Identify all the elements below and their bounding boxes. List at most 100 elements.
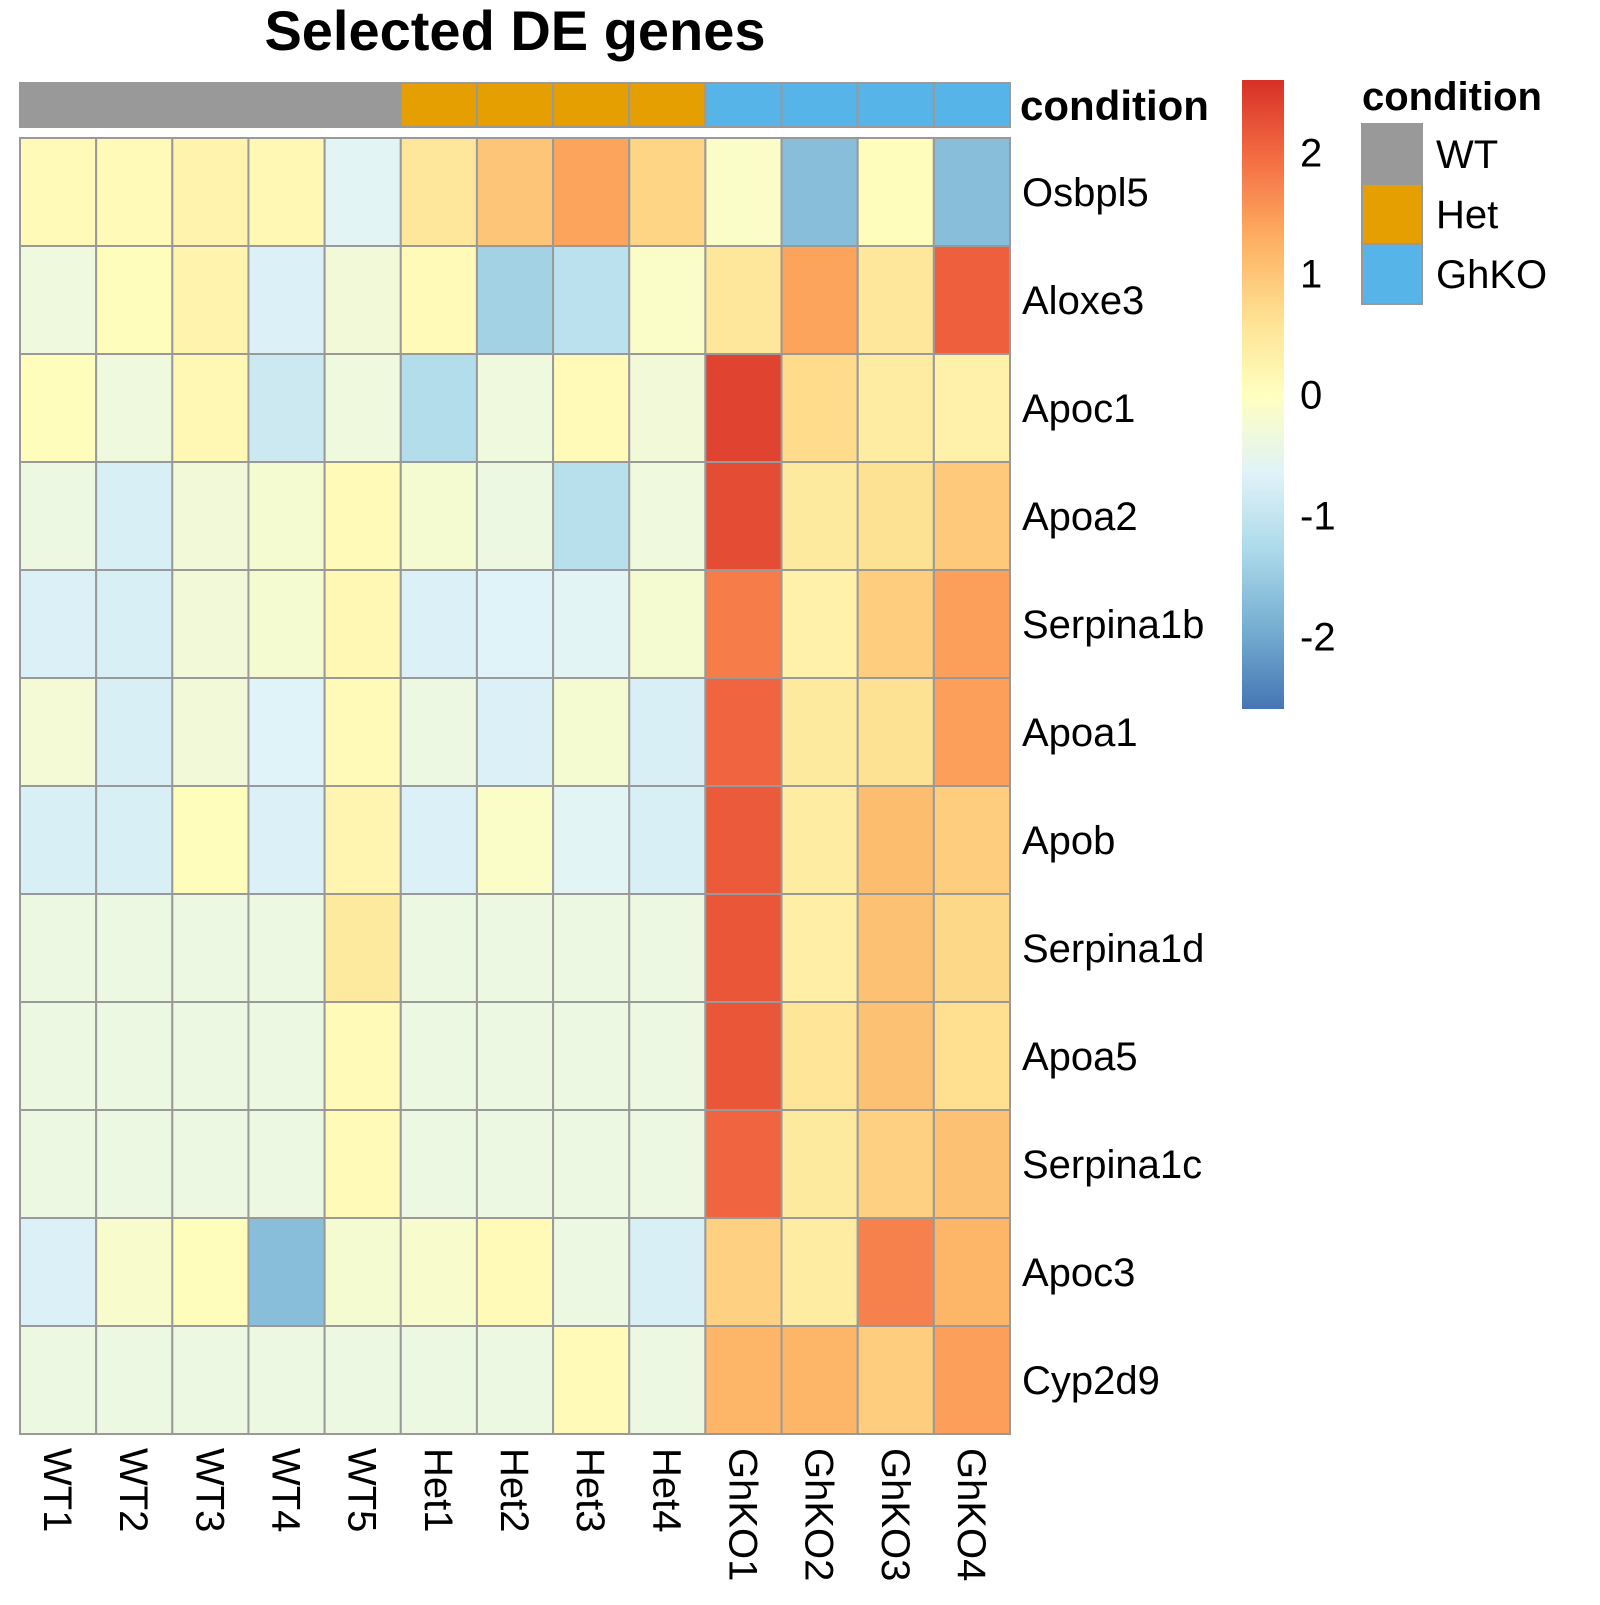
heatmap-cell-Apoa5-WT3 (171, 1001, 250, 1111)
legend-label-WT: WT (1436, 133, 1498, 177)
column-label-GhKO4: GhKO4 (949, 1448, 993, 1581)
heatmap-cell-Apoc1-WT4 (247, 353, 326, 463)
column-labels: WT1 WT2 WT3 WT4 WT5 Het1 Het2 Het3 Het4 GhKO1 GhKO… (35, 1448, 993, 1581)
heatmap-cell-Apoa5-WT5 (323, 1001, 402, 1111)
column-label-GhKO2: GhKO2 (797, 1448, 841, 1581)
row-label-Aloxe3: Aloxe3 (1022, 279, 1144, 323)
heatmap-cells (19, 137, 1011, 1435)
heatmap-cell-Apoa2-GhKO3 (856, 461, 935, 571)
heatmap-cell-Apoa2-Het3 (552, 461, 631, 571)
heatmap-cell-Serpina1d-WT2 (95, 893, 174, 1003)
column-label-WT2: WT2 (111, 1448, 155, 1532)
heatmap-cell-Serpina1c-WT3 (171, 1109, 250, 1219)
heatmap-cell-Apoa1-WT1 (19, 677, 98, 787)
heatmap-cell-Apoc1-GhKO3 (856, 353, 935, 463)
annotation-cell-WT4 (247, 82, 326, 128)
heatmap-cell-Osbpl5-WT3 (171, 137, 250, 247)
heatmap-cell-Serpina1d-Het1 (399, 893, 478, 1003)
row-label-Apoc1: Apoc1 (1022, 387, 1135, 431)
row-label-Apoa1: Apoa1 (1022, 711, 1138, 755)
heatmap-cell-Serpina1d-WT1 (19, 893, 98, 1003)
heatmap-cell-Serpina1b-WT1 (19, 569, 98, 679)
row-label-Serpina1c: Serpina1c (1022, 1143, 1202, 1187)
chart-title: Selected DE genes (264, 0, 765, 62)
row-label-Osbpl5: Osbpl5 (1022, 171, 1149, 215)
heatmap-cell-Cyp2d9-WT4 (247, 1325, 326, 1435)
heatmap-cell-Osbpl5-Het4 (628, 137, 707, 247)
heatmap-cell-Serpina1d-GhKO4 (932, 893, 1011, 1003)
color-scale-tick-label: 2 (1300, 132, 1322, 176)
heatmap-cell-Serpina1b-WT4 (247, 569, 326, 679)
heatmap-cell-Serpina1c-Het4 (628, 1109, 707, 1219)
heatmap-cell-Apob-WT3 (171, 785, 250, 895)
column-label-GhKO3: GhKO3 (873, 1448, 917, 1581)
color-scale-tick-label: -2 (1300, 615, 1336, 659)
heatmap-cell-Apob-Het2 (475, 785, 555, 895)
heatmap-cell-Aloxe3-GhKO2 (780, 245, 859, 355)
legend-label-Het: Het (1436, 193, 1498, 237)
legend-swatch-GhKO (1361, 243, 1423, 305)
heatmap-cell-Apoc3-WT4 (247, 1217, 326, 1327)
heatmap-cell-Cyp2d9-WT2 (95, 1325, 174, 1435)
legend-swatch-Het (1361, 183, 1423, 245)
annotation-cell-Het1 (399, 82, 478, 128)
heatmap-cell-Apoa2-WT5 (323, 461, 402, 571)
heatmap-cell-Apoa2-GhKO1 (704, 461, 783, 571)
color-scale-tick-label: 1 (1300, 253, 1322, 297)
heatmap-cell-Apoa5-Het2 (475, 1001, 555, 1111)
heatmap-cell-Serpina1b-WT3 (171, 569, 250, 679)
heatmap-cell-Apob-GhKO4 (932, 785, 1011, 895)
heatmap-cell-Apoa1-Het3 (552, 677, 631, 787)
annotation-cell-WT2 (95, 82, 174, 128)
heatmap-cell-Apoa1-WT2 (95, 677, 174, 787)
heatmap-cell-Apoa1-WT4 (247, 677, 326, 787)
annotation-cell-GhKO1 (704, 82, 783, 128)
heatmap-cell-Apoa1-Het1 (399, 677, 478, 787)
color-scale-tick-label: -1 (1300, 494, 1336, 538)
heatmap-cell-Serpina1c-GhKO4 (932, 1109, 1011, 1219)
heatmap-cell-Apoc3-Het4 (628, 1217, 707, 1327)
legend-swatch-WT (1361, 123, 1423, 185)
heatmap-cell-Serpina1b-Het3 (552, 569, 631, 679)
heatmap-cell-Apob-GhKO1 (704, 785, 783, 895)
annotation-cell-GhKO4 (932, 82, 1011, 128)
heatmap-cell-Apoa5-GhKO3 (856, 1001, 935, 1111)
heatmap-cell-Apob-WT1 (19, 785, 98, 895)
heatmap-cell-Apoc3-GhKO1 (704, 1217, 783, 1327)
heatmap-cell-Cyp2d9-GhKO2 (780, 1325, 859, 1435)
heatmap-cell-Apoa5-Het4 (628, 1001, 707, 1111)
heatmap-cell-Osbpl5-Het1 (399, 137, 478, 247)
heatmap-cell-Serpina1c-GhKO3 (856, 1109, 935, 1219)
heatmap-cell-Aloxe3-GhKO1 (704, 245, 783, 355)
heatmap-cell-Apoc1-Het1 (399, 353, 478, 463)
column-label-Het4: Het4 (644, 1448, 688, 1533)
heatmap-cell-Apoa5-WT4 (247, 1001, 326, 1111)
heatmap-cell-Serpina1d-WT3 (171, 893, 250, 1003)
heatmap-cell-Cyp2d9-WT5 (323, 1325, 402, 1435)
heatmap-cell-Serpina1d-Het3 (552, 893, 631, 1003)
heatmap-cell-Aloxe3-Het3 (552, 245, 631, 355)
heatmap-cell-Apoa2-WT3 (171, 461, 250, 571)
heatmap-cell-Apoa2-Het1 (399, 461, 478, 571)
heatmap-cell-Apoa1-WT5 (323, 677, 402, 787)
heatmap-cell-Cyp2d9-WT1 (19, 1325, 98, 1435)
heatmap-cell-Serpina1b-Het4 (628, 569, 707, 679)
heatmap-cell-Aloxe3-Het2 (475, 245, 555, 355)
heatmap-cell-Serpina1b-WT5 (323, 569, 402, 679)
row-label-Apob: Apob (1022, 819, 1115, 863)
legend-label-GhKO: GhKO (1436, 253, 1547, 297)
annotation-cell-Het2 (475, 82, 555, 128)
heatmap-cell-Aloxe3-WT5 (323, 245, 402, 355)
row-label-Cyp2d9: Cyp2d9 (1022, 1359, 1160, 1403)
row-labels: Osbpl5 Aloxe3 Apoc1 Apoa2 Serpina1b Apoa1 Apob… (1022, 171, 1204, 1403)
heatmap-cell-Apoa1-WT3 (171, 677, 250, 787)
heatmap-cell-Apoc3-Het1 (399, 1217, 478, 1327)
heatmap-cell-Cyp2d9-Het1 (399, 1325, 478, 1435)
annotation-label: condition (1020, 82, 1209, 129)
color-scale-tick-label: 0 (1300, 374, 1322, 418)
heatmap-cell-Apoa5-WT1 (19, 1001, 98, 1111)
heatmap-cell-Apoa1-GhKO2 (780, 677, 859, 787)
row-label-Apoa2: Apoa2 (1022, 495, 1138, 539)
